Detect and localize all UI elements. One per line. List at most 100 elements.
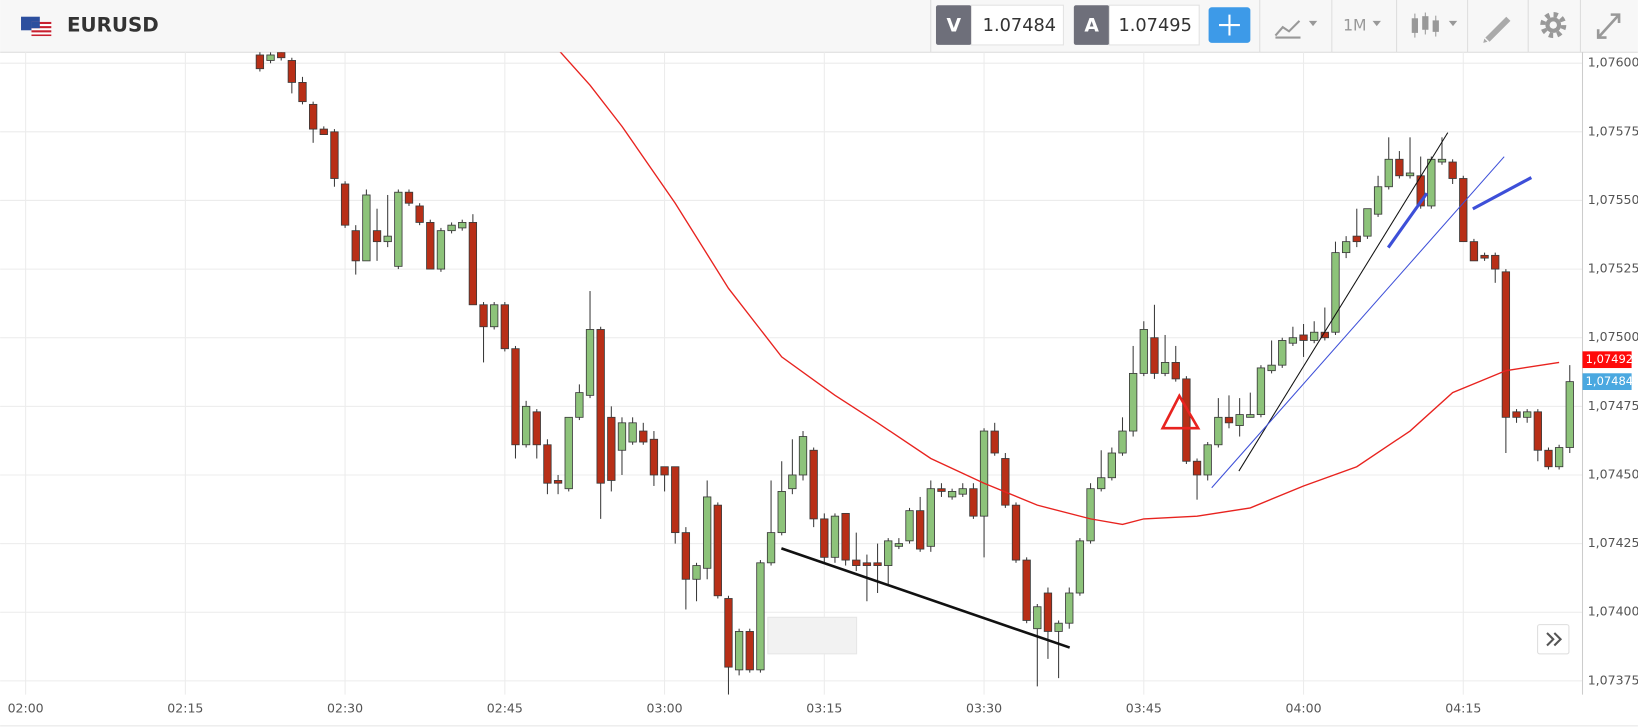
candle-body: [1331, 252, 1340, 333]
candle-body: [543, 444, 552, 484]
candle-body: [1437, 158, 1447, 163]
bid-label[interactable]: V: [946, 16, 961, 37]
x-tick-label: 02:15: [167, 701, 203, 716]
draw-button[interactable]: [1483, 16, 1511, 43]
candle-body: [958, 488, 967, 495]
candle-type-button[interactable]: [1411, 12, 1458, 38]
candle-body: [255, 54, 265, 70]
settings-button[interactable]: [1540, 12, 1567, 39]
x-tick-label: 02:45: [487, 701, 523, 716]
candle-body: [734, 631, 744, 671]
candle-body: [1171, 362, 1180, 380]
candle-body: [521, 405, 531, 446]
candle-body: [1182, 378, 1191, 462]
candle-body: [639, 430, 648, 443]
bid-button[interactable]: [935, 5, 972, 45]
candle-body: [277, 52, 286, 59]
candle-body: [1288, 337, 1298, 344]
candle-body: [692, 565, 701, 580]
candle-body: [649, 438, 659, 476]
candle-body: [340, 183, 350, 226]
symbol[interactable]: EURUSD: [67, 14, 159, 37]
candle-body: [447, 224, 456, 232]
candle-body: [1246, 414, 1255, 418]
candle-body: [1011, 504, 1021, 561]
candle-body: [703, 496, 712, 569]
ask-label[interactable]: A: [1084, 16, 1099, 37]
candle-body: [330, 131, 339, 179]
toolbar-bg: [0, 0, 1638, 53]
moving-average: [559, 52, 1560, 526]
candle-body: [553, 480, 563, 484]
candle-body: [1352, 235, 1361, 243]
candle-body: [532, 411, 541, 446]
y-tick-label: 1,07550: [1588, 192, 1638, 207]
candle-body: [1310, 331, 1319, 341]
candle-body: [671, 466, 680, 534]
candle-body: [436, 230, 446, 270]
x-tick-label: 04:00: [1285, 701, 1321, 716]
x-tick-label: 03:30: [966, 701, 1002, 716]
candle-body: [1075, 540, 1085, 594]
candle-body: [1278, 340, 1287, 366]
candle-body: [1267, 364, 1276, 372]
candle-body: [607, 416, 616, 481]
candle-body: [511, 348, 520, 446]
candle-body: [905, 510, 914, 542]
caret: [1372, 20, 1381, 27]
trend-line[interactable]: [1238, 132, 1449, 472]
candle-body: [308, 103, 318, 130]
flag-icon: [21, 16, 52, 37]
triangle-marker[interactable]: [1160, 393, 1201, 430]
candle-body: [1501, 271, 1511, 418]
candle-body: [990, 430, 999, 454]
trend-line[interactable]: [1386, 192, 1429, 249]
candle-body: [1533, 411, 1542, 451]
y-tick-label: 1,07525: [1588, 261, 1638, 276]
candle-body: [351, 230, 360, 262]
candle-body: [372, 230, 382, 243]
candle-body: [596, 329, 605, 484]
candle-body: [1160, 362, 1170, 374]
y-tick-label: 1,07400: [1588, 604, 1638, 619]
candle-body: [1203, 444, 1212, 476]
x-tick-label: 04:15: [1445, 701, 1481, 716]
trend-line[interactable]: [1211, 156, 1505, 489]
candle-body: [798, 436, 808, 476]
timeframe[interactable]: 1M: [1343, 16, 1366, 35]
ask-button[interactable]: [1073, 5, 1110, 45]
x-tick-label: 03:15: [806, 701, 842, 716]
candle-body: [458, 222, 467, 229]
candle-body: [873, 562, 882, 566]
candle-body: [745, 631, 754, 671]
candle-body: [585, 329, 595, 396]
candle-body: [617, 422, 627, 451]
price-marker-label: 1,07492: [1586, 352, 1633, 366]
candle-body: [841, 512, 850, 561]
price-marker: [1582, 351, 1632, 369]
candle-body: [862, 562, 872, 566]
trend-line[interactable]: [1472, 176, 1533, 211]
price-marker: [1582, 373, 1632, 390]
candle-body: [947, 491, 957, 498]
candle-body: [287, 60, 296, 83]
scroll-button[interactable]: [1537, 624, 1570, 655]
candle-body: [1363, 208, 1372, 237]
candle-body: [1395, 158, 1404, 177]
candle-body: [1054, 622, 1063, 632]
candle-body: [628, 422, 637, 443]
axis-labels: 1,07375 1,07400 1,07425 1,07450 1,07475 1,075…: [8, 55, 1638, 716]
chart-type-button[interactable]: [1274, 20, 1318, 39]
candle-body: [969, 488, 978, 517]
candle-body: [1405, 172, 1415, 177]
candle-body: [724, 598, 733, 668]
candle-body: [777, 491, 786, 534]
candle-body: [979, 430, 989, 517]
candle-body: [766, 532, 776, 564]
y-tick-label: 1,07600: [1588, 55, 1638, 70]
candle-body: [1129, 372, 1138, 432]
y-tick-label: 1,07425: [1588, 535, 1638, 550]
candle-body: [383, 235, 392, 243]
expand-button[interactable]: [1596, 13, 1621, 39]
trend-line[interactable]: [780, 547, 1071, 649]
